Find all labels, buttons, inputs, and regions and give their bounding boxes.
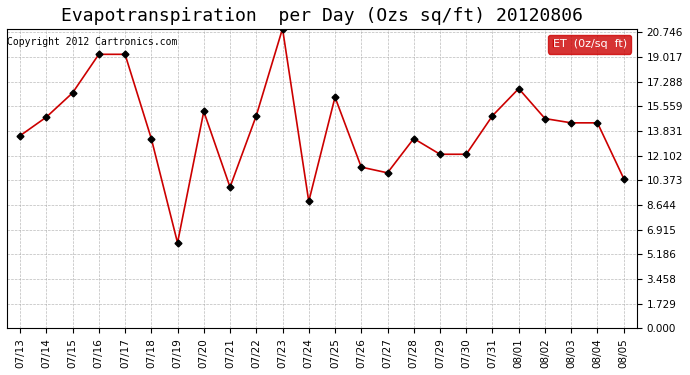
Text: Copyright 2012 Cartronics.com: Copyright 2012 Cartronics.com: [7, 37, 177, 47]
Title: Evapotranspiration  per Day (Ozs sq/ft) 20120806: Evapotranspiration per Day (Ozs sq/ft) 2…: [61, 7, 583, 25]
Legend: ET  (0z/sq  ft): ET (0z/sq ft): [549, 35, 631, 54]
